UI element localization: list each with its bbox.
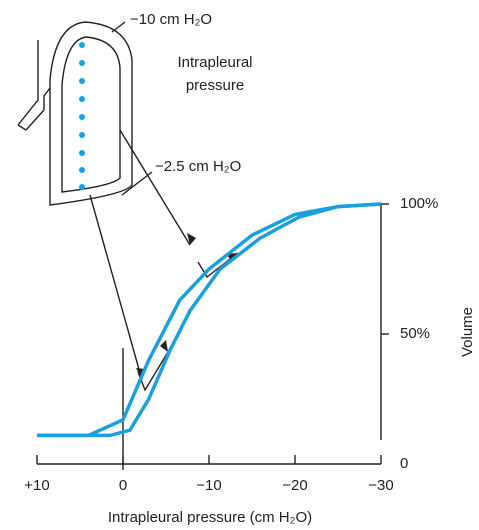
annotation: −2.5 cm H₂O bbox=[155, 158, 241, 175]
line-series bbox=[37, 202, 382, 438]
x-tick-label: −10 bbox=[196, 477, 221, 494]
annotation: Intrapleural bbox=[177, 54, 252, 71]
y-axis-label: Volume bbox=[459, 307, 476, 357]
line-series bbox=[37, 202, 382, 438]
x-axis-label: Intrapleural pressure (cm H₂O) bbox=[108, 509, 312, 526]
y-tick-label: 100% bbox=[400, 195, 438, 212]
y-tick-label: 0 bbox=[400, 455, 408, 472]
x-tick-label: −30 bbox=[368, 477, 393, 494]
x-tick-label: +10 bbox=[24, 477, 49, 494]
annotation: pressure bbox=[186, 77, 244, 94]
y-tick-label: 50% bbox=[400, 325, 430, 342]
x-tick-label: −20 bbox=[282, 477, 307, 494]
x-tick-label: 0 bbox=[119, 477, 127, 494]
annotation: −10 cm H₂O bbox=[130, 11, 212, 28]
